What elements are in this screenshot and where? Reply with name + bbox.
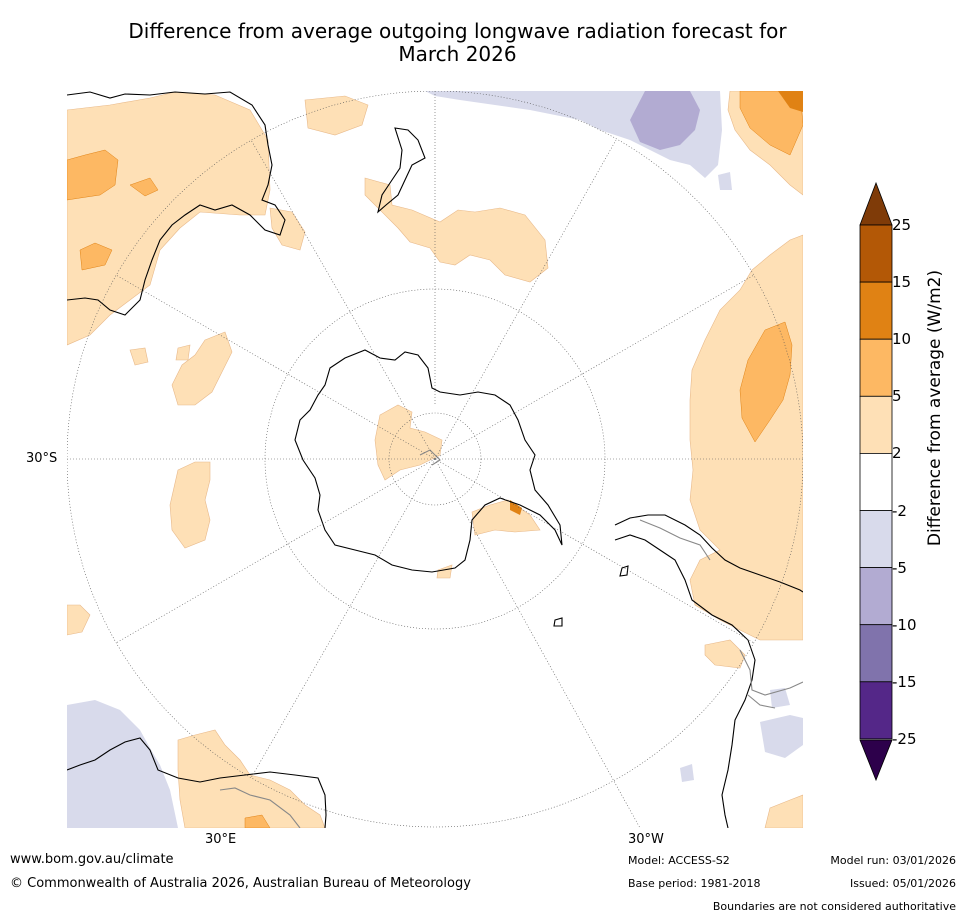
colorbar-block <box>859 510 893 568</box>
colorbar-tick-label: 15 <box>892 273 912 292</box>
colorbar-tick-label: -25 <box>892 729 917 748</box>
graticule <box>67 91 803 828</box>
issued-text: Issued: 05/01/2026 <box>849 877 956 890</box>
model-run-text: Model run: 03/01/2026 <box>830 854 956 867</box>
colorbar-tick-label: -15 <box>892 672 917 691</box>
colorbar-tick-label: -2 <box>892 501 907 520</box>
anomaly-2-5-regions <box>67 91 803 828</box>
map-plot <box>67 91 803 828</box>
lon-label-30e: 30°E <box>205 832 237 847</box>
anomaly-neg5-neg10-regions <box>630 91 700 150</box>
boundaries <box>219 449 803 828</box>
colorbar-block <box>859 395 893 454</box>
colorbar-block <box>859 567 893 626</box>
colorbar-min-arrow <box>859 739 893 782</box>
colorbar-max-arrow <box>859 181 893 226</box>
model-text: Model: ACCESS-S2 <box>628 854 730 867</box>
colorbar <box>859 181 893 782</box>
anomaly-10-15-regions <box>510 91 803 515</box>
colorbar-title: Difference from average (W/m2) <box>925 269 945 547</box>
colorbar-block <box>859 452 893 511</box>
colorbar-block <box>859 338 893 397</box>
colorbar-tick-label: 25 <box>892 216 912 234</box>
anomaly-5-10-regions <box>67 91 803 828</box>
base-period-text: Base period: 1981-2018 <box>628 877 761 890</box>
lat-label-30s: 30°S <box>26 451 58 466</box>
website-link[interactable]: www.bom.gov.au/climate <box>10 852 174 867</box>
lon-label-30w: 30°W <box>628 832 664 847</box>
coastlines <box>67 91 803 828</box>
copyright-text: © Commonwealth of Australia 2026, Austra… <box>10 876 471 891</box>
colorbar-tick-label: 2 <box>892 444 902 463</box>
colorbar-tick-label: 10 <box>892 330 912 349</box>
colorbar-tick-label: 5 <box>892 387 902 406</box>
colorbar-blocks <box>859 224 893 740</box>
disclaimer-text: Boundaries are not considered authoritat… <box>712 900 956 913</box>
colorbar-tick-label: -5 <box>892 558 907 577</box>
map-title: Difference from average outgoing longwav… <box>128 19 787 66</box>
colorbar-block <box>859 224 893 283</box>
colorbar-block <box>859 624 893 683</box>
colorbar-tick-label: -10 <box>892 615 917 634</box>
colorbar-block <box>859 681 893 740</box>
colorbar-block <box>859 281 893 340</box>
